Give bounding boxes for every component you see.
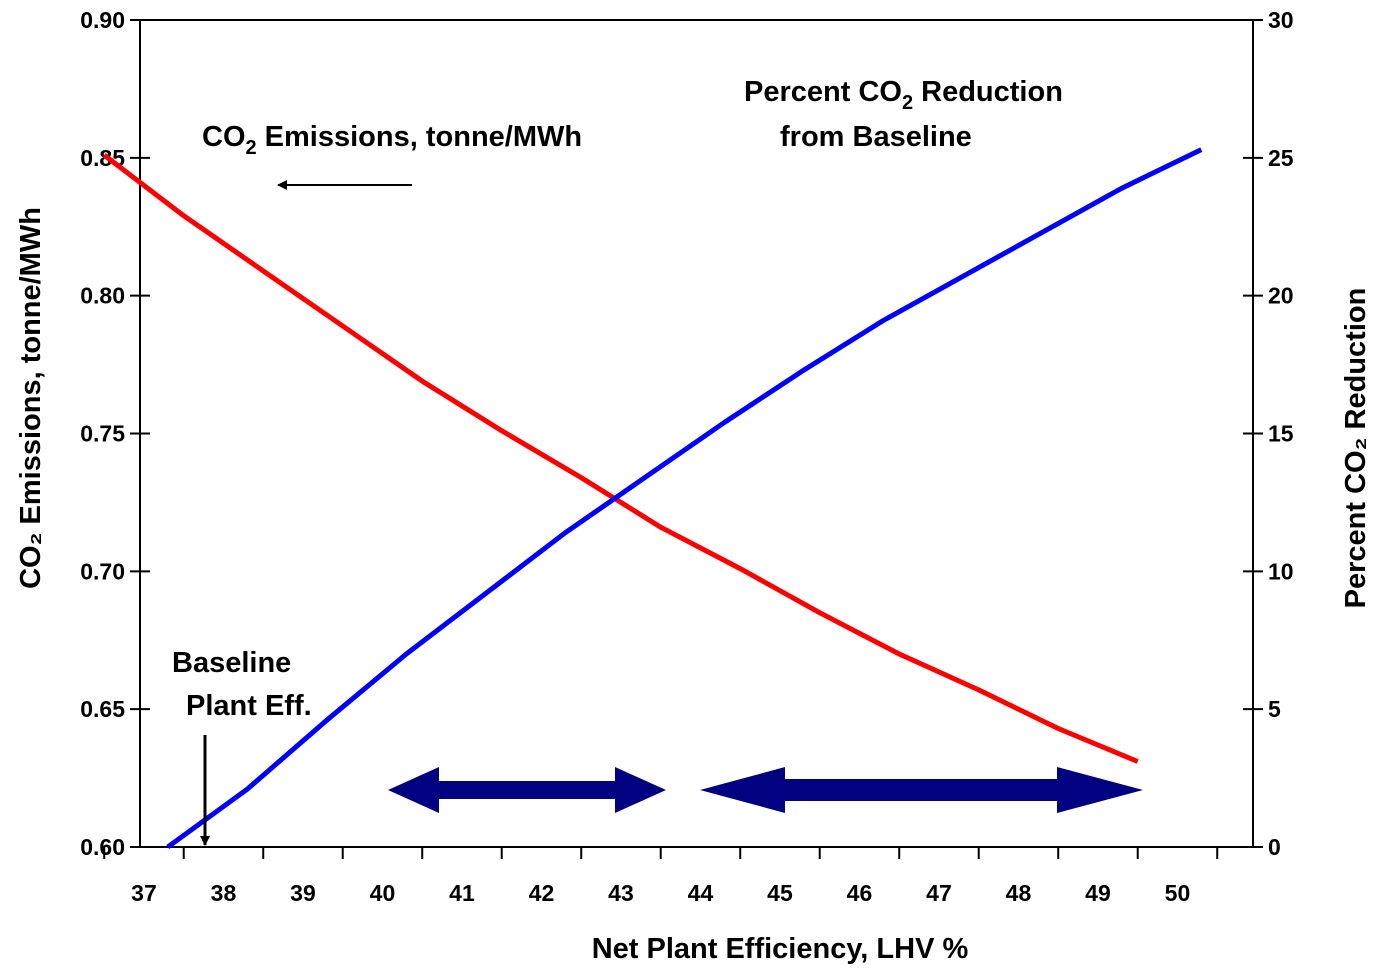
y-right-tick-label: 25	[1268, 145, 1294, 171]
double-arrow-right-icon	[700, 767, 1143, 813]
x-axis: 37 38 39 40 41 42 43 44 45 46 47 48 49 50	[103, 847, 1219, 906]
x-tick-label: 40	[370, 880, 396, 906]
x-tick-label: 42	[529, 880, 555, 906]
y-left-tick-label: 0.75	[80, 421, 125, 447]
y-axis-left-title: CO₂ Emissions, tonne/MWh	[15, 207, 47, 589]
y-right-tick-label: 15	[1268, 421, 1294, 447]
x-tick-label: 47	[926, 880, 952, 906]
x-tick-label: 43	[608, 880, 634, 906]
x-axis-title: Net Plant Efficiency, LHV %	[592, 933, 969, 965]
y-left-tick-label: 0.70	[80, 558, 125, 584]
y-right-tick-label: 10	[1268, 558, 1294, 584]
x-tick-label: 50	[1165, 880, 1191, 906]
x-tick-label: 46	[847, 880, 873, 906]
reduction-annotation-line1: Percent CO2 Reduction	[744, 76, 1063, 114]
y-axis-right: 0 5 10 15 20 25 30	[1243, 7, 1294, 860]
y-right-tick-label: 30	[1268, 7, 1294, 33]
y-right-tick-label: 20	[1268, 283, 1294, 309]
x-tick-label: 37	[131, 880, 157, 906]
series-layer	[102, 147, 1203, 850]
baseline-annotation-line1: Baseline	[172, 647, 291, 679]
co2-emissions-line	[102, 153, 1139, 764]
y-left-tick-label: 0.65	[80, 696, 125, 722]
x-tick-label: 44	[688, 880, 714, 906]
x-tick-label: 39	[290, 880, 316, 906]
y-axis-left: 0.600.650.700.750.800.850.90	[80, 7, 150, 860]
double-arrow-left-icon	[388, 767, 666, 813]
y-axis-right-title: Percent CO₂ Reduction	[1340, 288, 1372, 609]
reduction-annotation-line2: from Baseline	[780, 121, 972, 153]
y-right-tick-label: 5	[1268, 696, 1281, 722]
y-right-tick-label: 0	[1268, 834, 1281, 860]
co2-reduction-line	[166, 147, 1203, 850]
emissions-annotation: CO2 Emissions, tonne/MWh	[202, 121, 582, 159]
baseline-annotation-line2: Plant Eff.	[186, 690, 312, 722]
x-tick-label: 41	[449, 880, 475, 906]
y-left-tick-label: 0.60	[80, 834, 125, 860]
x-tick-label: 38	[211, 880, 237, 906]
y-left-tick-label: 0.90	[80, 7, 125, 33]
x-tick-label: 48	[1006, 880, 1032, 906]
x-tick-label: 45	[767, 880, 793, 906]
x-tick-label: 49	[1085, 880, 1111, 906]
y-left-tick-label: 0.80	[80, 283, 125, 309]
